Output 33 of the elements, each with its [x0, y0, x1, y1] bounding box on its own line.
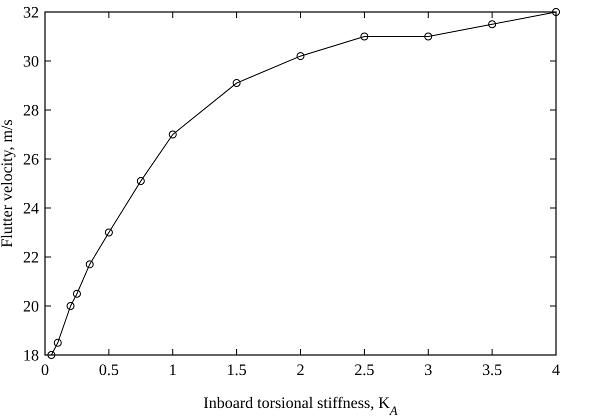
y-tick-label: 24: [23, 200, 39, 218]
x-tick-label: 0: [41, 362, 49, 379]
x-tick-label: 2: [296, 362, 304, 379]
x-axis-title: Inboard torsional stiffness, K$_{A}$: [203, 395, 398, 418]
point: [552, 8, 560, 16]
x-tick-label: 3: [424, 362, 432, 379]
point: [136, 177, 145, 186]
point: [488, 20, 496, 28]
y-axis-title: Flutter velocity, m/s: [0, 119, 16, 248]
point: [296, 52, 304, 60]
point: [104, 228, 113, 236]
point: [232, 79, 241, 88]
x-tick-label: 0.5: [98, 362, 119, 379]
x-tick-label: 1.5: [226, 362, 247, 379]
point: [47, 351, 56, 359]
point: [86, 260, 94, 268]
x-tick-label: 2.5: [354, 362, 374, 379]
point: [360, 32, 368, 40]
y-tick-label: 32: [23, 4, 39, 22]
point: [424, 32, 432, 40]
point: [54, 338, 62, 347]
y-tick-label: 18: [23, 348, 39, 365]
x-tick-label: 1: [168, 362, 177, 379]
y-tick-label: 30: [23, 54, 39, 71]
point: [66, 302, 75, 310]
y-tick-label: 28: [23, 102, 39, 120]
y-tick-label: 26: [23, 152, 39, 169]
x-tick-label: 3.5: [482, 362, 502, 379]
x-tick-label: 4: [552, 362, 560, 379]
point: [72, 290, 81, 298]
point: [168, 130, 177, 138]
y-tick-label: 20: [23, 298, 39, 316]
y-tick-label: 22: [23, 250, 39, 267]
